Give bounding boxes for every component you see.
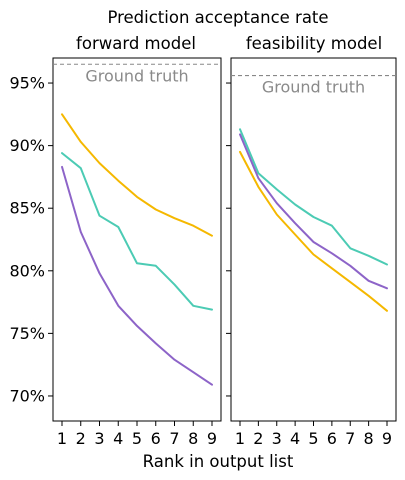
x-tick-label: 7 [345,429,355,448]
x-tick-label: 9 [382,429,392,448]
x-tick-label: 6 [327,429,337,448]
series-line-1 [239,150,388,312]
series-line-3 [239,133,388,290]
x-tick-label: 4 [290,429,300,448]
x-axis-label: Rank in output list [143,452,294,471]
panel-title-feasibility: feasibility model [246,34,382,53]
y-tick-label: 70% [9,386,45,405]
series-line-2 [239,128,388,266]
x-tick-label: 2 [76,429,86,448]
panel-title-forward: forward model [76,34,196,53]
ground-truth-label: Ground truth [262,78,365,97]
series-line-1 [61,113,213,237]
x-tick-label: 8 [188,429,198,448]
x-tick-label: 2 [253,429,263,448]
panel-feasibility: Ground truth 1 2 3 4 5 6 7 8 9 [226,57,397,448]
x-tick-label: 3 [272,429,282,448]
series-line-3 [61,165,213,386]
x-tick-label: 9 [207,429,217,448]
x-tick-label: 3 [94,429,104,448]
x-tick-label: 6 [151,429,161,448]
x-tick-label: 8 [364,429,374,448]
ground-truth-label: Ground truth [85,66,188,85]
y-tick-label: 90% [9,136,45,155]
x-tick-label: 1 [57,429,67,448]
panel-forward: Ground truth 70% 75% 80% 85% 90% 95% 1 2 3 4 5 6 7 8 9 [9,57,222,448]
x-tick-label: 1 [235,429,245,448]
y-tick-label: 80% [9,261,45,280]
x-tick-label: 7 [169,429,179,448]
axes-frame-feasibility [230,57,397,422]
figure-title: Prediction acceptance rate [107,8,328,27]
axes-frame-forward [52,57,222,422]
y-tick-label: 75% [9,324,45,343]
y-tick-label: 85% [9,199,45,218]
y-tick-label: 95% [9,74,45,93]
x-tick-label: 5 [308,429,318,448]
x-tick-label: 4 [113,429,123,448]
series-line-2 [61,152,213,311]
x-tick-label: 5 [132,429,142,448]
